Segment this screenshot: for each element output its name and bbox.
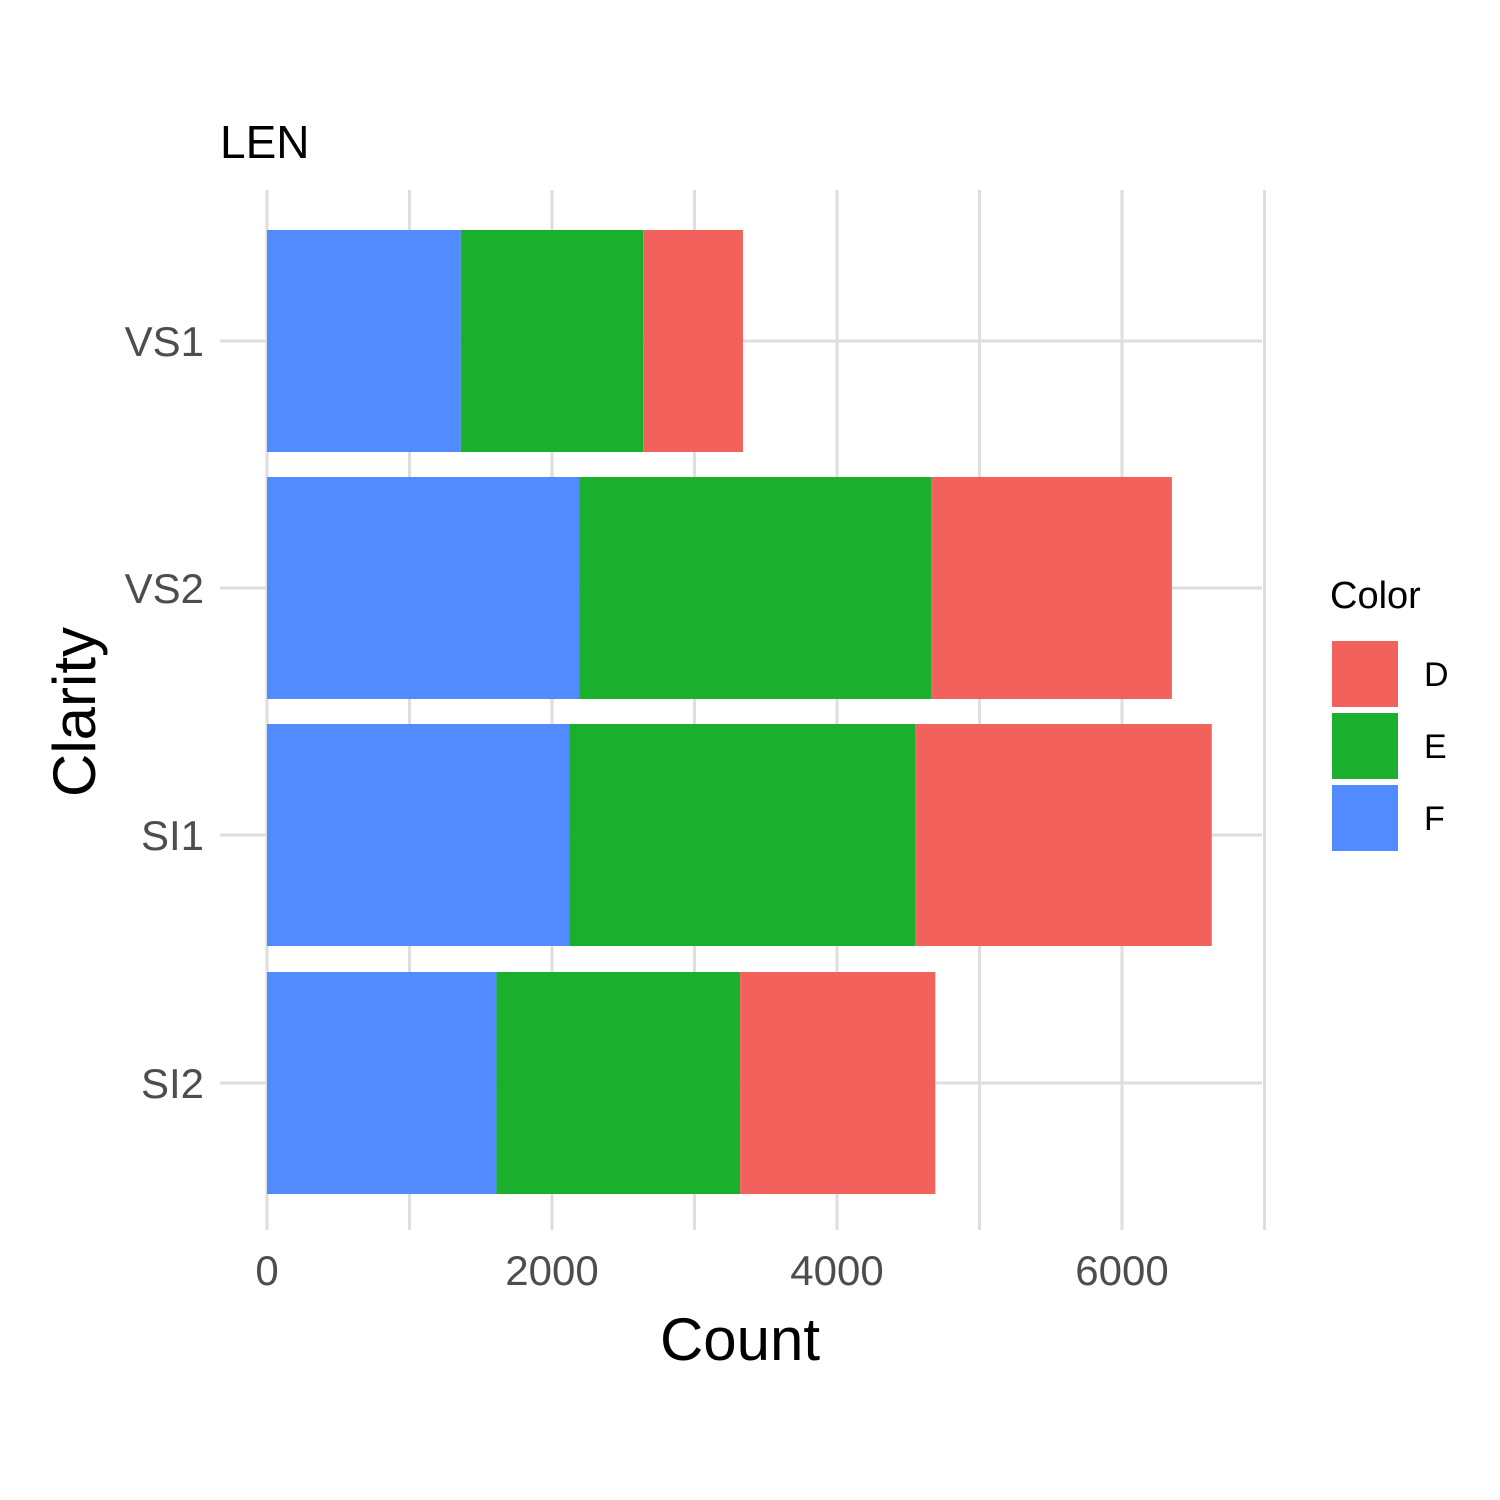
y-tick-label: SI2 [141, 1060, 204, 1107]
legend-label-e: E [1424, 728, 1447, 766]
bar-vs1-e [460, 230, 644, 452]
legend: Color DEF [1330, 575, 1449, 851]
legend-swatch-e [1332, 713, 1398, 779]
chart-title: LEN [220, 116, 309, 168]
legend-title: Color [1330, 575, 1421, 617]
bar-vs2-f [267, 477, 580, 699]
legend-label-d: D [1424, 656, 1449, 694]
bar-si2-e [496, 972, 741, 1194]
bar-si1-e [569, 724, 916, 946]
x-tick-label: 6000 [1075, 1247, 1168, 1294]
bar-si1-f [267, 724, 570, 946]
y-tick-label: VS2 [125, 565, 204, 612]
y-tick-label: SI1 [141, 812, 204, 859]
bar-vs2-d [931, 477, 1172, 699]
x-tick-label: 0 [255, 1247, 278, 1294]
bar-vs1-f [267, 230, 461, 452]
x-tick-label: 4000 [790, 1247, 883, 1294]
legend-swatch-d [1332, 641, 1398, 707]
y-axis-title: Clarity [41, 627, 108, 797]
bars [267, 230, 1212, 1194]
x-axis: 0 2000 4000 6000 [255, 1247, 1168, 1294]
x-axis-title: Count [660, 1306, 820, 1373]
x-tick-label: 2000 [505, 1247, 598, 1294]
bar-vs2-e [579, 477, 932, 699]
legend-swatch-f [1332, 785, 1398, 851]
legend-label-f: F [1424, 800, 1445, 838]
bar-si2-f [267, 972, 497, 1194]
y-tick-label: VS1 [125, 318, 204, 365]
bar-si1-d [915, 724, 1212, 946]
y-axis: VS1 VS2 SI1 SI2 [125, 318, 204, 1107]
bar-si2-d [740, 972, 936, 1194]
bar-vs1-d [643, 230, 743, 452]
